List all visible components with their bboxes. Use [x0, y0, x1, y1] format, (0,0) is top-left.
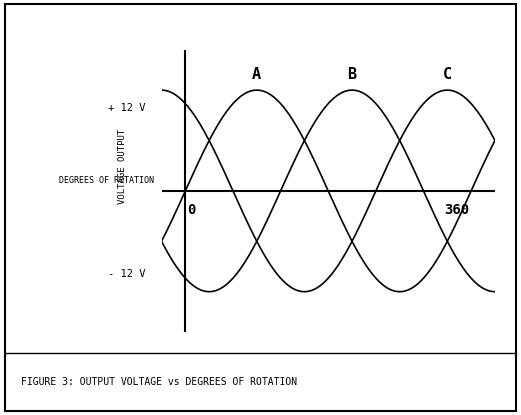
Text: FIGURE 3: OUTPUT VOLTAGE vs DEGREES OF ROTATION: FIGURE 3: OUTPUT VOLTAGE vs DEGREES OF R…	[21, 377, 297, 387]
Text: 360: 360	[444, 203, 469, 217]
Text: - 12 V: - 12 V	[108, 269, 146, 278]
Text: B: B	[348, 67, 356, 82]
Text: C: C	[443, 67, 452, 82]
Text: VOLTAGE OUTPUT: VOLTAGE OUTPUT	[118, 128, 127, 204]
Text: A: A	[252, 67, 262, 82]
Text: 0: 0	[187, 203, 195, 217]
Text: DEGREES OF ROTATION: DEGREES OF ROTATION	[59, 176, 154, 185]
Text: + 12 V: + 12 V	[108, 103, 146, 113]
